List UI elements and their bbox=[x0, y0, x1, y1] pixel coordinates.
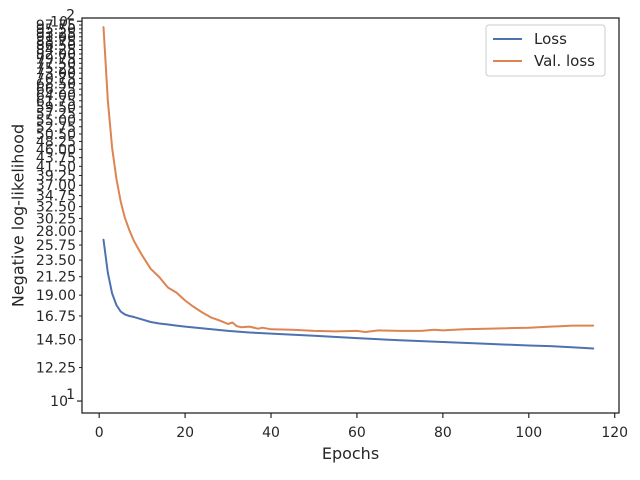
y-tick-label-46-00: 46.00 bbox=[36, 142, 76, 158]
y-tick-label-93-25: 93.25 bbox=[36, 26, 76, 42]
y-tick-label-23-50: 23.50 bbox=[36, 253, 76, 269]
y-tick-label-77-50: 77.50 bbox=[36, 56, 76, 72]
y-tick-label-25-75: 25.75 bbox=[36, 238, 76, 254]
axis-ticks: 0 20 40 60 80 100 120 12.25 14.50 16.75 19.00 21.25… bbox=[36, 7, 628, 441]
x-tick-label-80: 80 bbox=[434, 425, 452, 441]
y-tick-label-50-50: 50.50 bbox=[36, 127, 76, 143]
y-tick-label-59-50: 59.50 bbox=[36, 100, 76, 116]
y-tick-label-41-50: 41.50 bbox=[36, 159, 76, 175]
y-tick-label-37-00: 37.00 bbox=[36, 178, 76, 194]
y-tick-label-75-25: 75.25 bbox=[36, 61, 76, 77]
series-line-val-loss bbox=[102, 26, 595, 333]
y-tick-label-82-00: 82.00 bbox=[36, 47, 76, 63]
y-tick-label-70-75: 70.75 bbox=[36, 71, 76, 87]
y-major-tick-exponent: 2 bbox=[66, 7, 75, 23]
series-lines bbox=[102, 26, 595, 350]
y-tick-label-61-75: 61.75 bbox=[36, 94, 76, 110]
y-tick-label-55-00: 55.00 bbox=[36, 113, 76, 129]
y-tick-label-88-75: 88.75 bbox=[36, 34, 76, 50]
y-tick-label-28-00: 28.00 bbox=[36, 224, 76, 240]
y-major-tick-exponent: 1 bbox=[66, 387, 75, 403]
x-tick-label-40: 40 bbox=[262, 425, 280, 441]
y-tick-label-73-00: 73.00 bbox=[36, 66, 76, 82]
legend-box bbox=[485, 24, 606, 77]
y-tick-label-68-50: 68.50 bbox=[36, 77, 76, 93]
y-tick-label-64-00: 64.00 bbox=[36, 88, 76, 104]
y-tick-label-39-25: 39.25 bbox=[36, 169, 76, 185]
series-line-loss bbox=[102, 238, 595, 350]
x-axis-label: Epochs bbox=[322, 444, 379, 463]
plot-frame bbox=[81, 17, 620, 414]
y-axis-label: Negative log-likelihood bbox=[9, 124, 28, 307]
y-tick-label-21-25: 21.25 bbox=[36, 270, 76, 286]
y-tick-label-79-75: 79.75 bbox=[36, 52, 76, 68]
legend-label-loss: Loss bbox=[534, 30, 567, 48]
y-tick-label-12-25: 12.25 bbox=[36, 361, 76, 377]
x-tick-label-20: 20 bbox=[176, 425, 194, 441]
x-tick-label-120: 120 bbox=[601, 425, 628, 441]
legend: Loss Val. loss bbox=[485, 24, 606, 77]
y-tick-label-97-75: 97.75 bbox=[36, 18, 76, 34]
x-tick-label-0: 0 bbox=[95, 425, 104, 441]
y-tick-label-43-75: 43.75 bbox=[36, 151, 76, 167]
y-tick-label-57-25: 57.25 bbox=[36, 106, 76, 122]
y-tick-label-32-50: 32.50 bbox=[36, 200, 76, 216]
y-tick-label-66-25: 66.25 bbox=[36, 82, 76, 98]
y-tick-label-14-50: 14.50 bbox=[36, 333, 76, 349]
y-tick-label-34-75: 34.75 bbox=[36, 189, 76, 205]
y-tick-label-19-00: 19.00 bbox=[36, 288, 76, 304]
y-tick-label-52-75: 52.75 bbox=[36, 120, 76, 136]
y-tick-label-30-25: 30.25 bbox=[36, 211, 76, 227]
y-tick-label-16-75: 16.75 bbox=[36, 309, 76, 325]
legend-label-val-loss: Val. loss bbox=[534, 52, 595, 70]
y-major-tick-label: 10 bbox=[50, 14, 68, 30]
y-tick-label-84-25: 84.25 bbox=[36, 43, 76, 59]
y-tick-label-86-50: 86.50 bbox=[36, 38, 76, 54]
y-tick-label-48-25: 48.25 bbox=[36, 134, 76, 150]
y-tick-label-91-00: 91.00 bbox=[36, 30, 76, 46]
y-tick-label-95-50: 95.50 bbox=[36, 22, 76, 38]
y-major-tick-label: 10 bbox=[50, 394, 68, 410]
x-tick-label-100: 100 bbox=[515, 425, 542, 441]
x-tick-label-60: 60 bbox=[348, 425, 366, 441]
